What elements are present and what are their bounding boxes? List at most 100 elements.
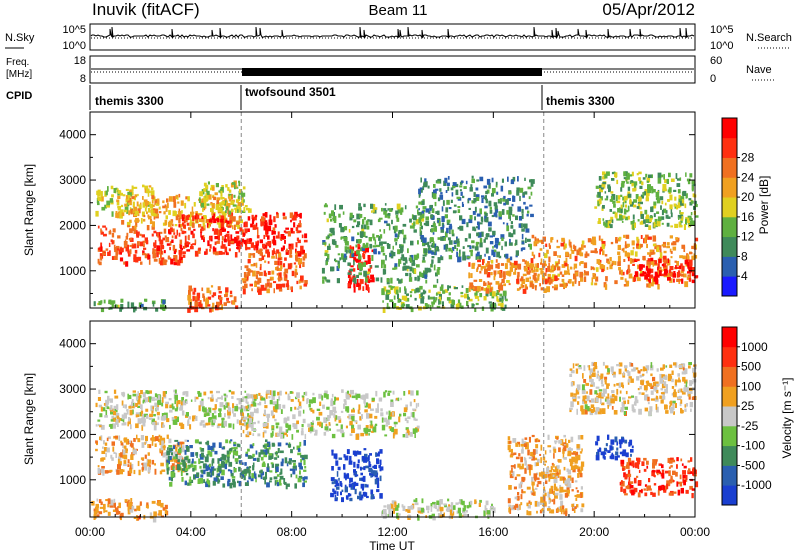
echo-cell [361, 414, 363, 419]
echo-cell [203, 198, 207, 204]
echo-cell [497, 303, 501, 306]
echo-cell [304, 233, 308, 239]
echo-cell [232, 479, 236, 483]
echo-cell [494, 243, 499, 248]
echo-cell [616, 179, 619, 185]
echo-cell [169, 482, 173, 487]
echo-cell [640, 211, 643, 217]
echo-cell [629, 481, 634, 484]
echo-cell [560, 506, 562, 512]
echo-cell [526, 265, 530, 271]
echo-cell [294, 268, 298, 273]
echo-cell [489, 264, 494, 270]
echo-cell [491, 177, 494, 183]
echo-cell [489, 206, 492, 210]
echo-cell [649, 215, 653, 219]
echo-cell [105, 399, 109, 405]
echo-cell [226, 252, 229, 256]
echo-cell [335, 244, 339, 248]
echo-cell [252, 443, 255, 446]
echo-cell [556, 509, 560, 512]
echo-cell [249, 283, 253, 287]
echo-cell [336, 471, 339, 477]
echo-cell [559, 486, 564, 493]
echo-cell [571, 456, 576, 462]
echo-cell [384, 220, 388, 224]
echo-cell [561, 274, 565, 277]
echo-cell [640, 220, 644, 225]
echo-cell [213, 468, 216, 471]
echo-cell [550, 237, 554, 240]
echo-cell [291, 434, 294, 440]
echo-cell [392, 303, 395, 309]
echo-cell [135, 256, 139, 263]
echo-cell [190, 463, 194, 468]
echo-cell [593, 267, 596, 271]
echo-cell [126, 203, 129, 208]
echo-cell [538, 472, 542, 477]
echo-cell [111, 194, 114, 198]
echo-cell [520, 247, 523, 252]
echo-cell [389, 427, 392, 431]
echo-cell [157, 395, 161, 401]
echo-cell [526, 271, 531, 275]
echo-cell [111, 211, 114, 217]
echo-cell [691, 493, 694, 499]
echo-cell [296, 251, 300, 254]
echo-cell [178, 249, 183, 255]
echo-cell [237, 224, 241, 229]
echo-cell [235, 222, 240, 225]
echo-cell [624, 244, 627, 249]
echo-cell [95, 402, 98, 408]
echo-cell [548, 475, 551, 480]
echo-cell [166, 434, 169, 439]
echo-cell [136, 230, 138, 236]
echo-cell [409, 225, 414, 229]
echo-cell [360, 261, 364, 267]
echo-cell [451, 250, 453, 253]
echo-cell [113, 389, 117, 394]
echo-cell [263, 409, 266, 416]
echo-cell [626, 270, 629, 275]
echo-cell [218, 297, 223, 301]
echo-cell [263, 220, 268, 223]
echo-cell [395, 289, 399, 295]
echo-cell [161, 257, 165, 264]
echo-cell [236, 419, 239, 424]
echo-cell [134, 219, 138, 223]
echo-cell [273, 401, 278, 405]
echo-cell [191, 222, 195, 228]
echo-cell [617, 208, 620, 213]
echo-cell [262, 243, 266, 248]
echo-cell [467, 297, 470, 300]
echo-cell [297, 250, 302, 257]
echo-cell [345, 474, 350, 479]
echo-cell [263, 451, 266, 454]
echo-cell [377, 219, 381, 223]
echo-cell [539, 453, 542, 456]
echo-cell [416, 264, 420, 268]
echo-cell [385, 419, 390, 425]
echo-cell [624, 217, 629, 221]
echo-cell [563, 510, 566, 515]
echo-cell [181, 230, 185, 235]
echo-cell [303, 239, 308, 243]
echo-cell [522, 273, 527, 277]
echo-cell [656, 221, 661, 227]
echo-cell [206, 190, 210, 195]
echo-cell [225, 233, 230, 238]
echo-cell [637, 492, 641, 498]
echo-cell [647, 252, 651, 255]
echo-cell [120, 418, 124, 422]
echo-cell [129, 201, 132, 206]
echo-cell [273, 281, 277, 284]
echo-cell [418, 294, 422, 299]
echo-cell [577, 467, 580, 472]
echo-cell [300, 459, 302, 463]
echo-cell [687, 180, 691, 185]
echo-cell [185, 391, 189, 397]
echo-cell [466, 300, 469, 307]
echo-cell [217, 458, 220, 464]
echo-cell [383, 208, 387, 211]
echo-cell [324, 252, 328, 257]
